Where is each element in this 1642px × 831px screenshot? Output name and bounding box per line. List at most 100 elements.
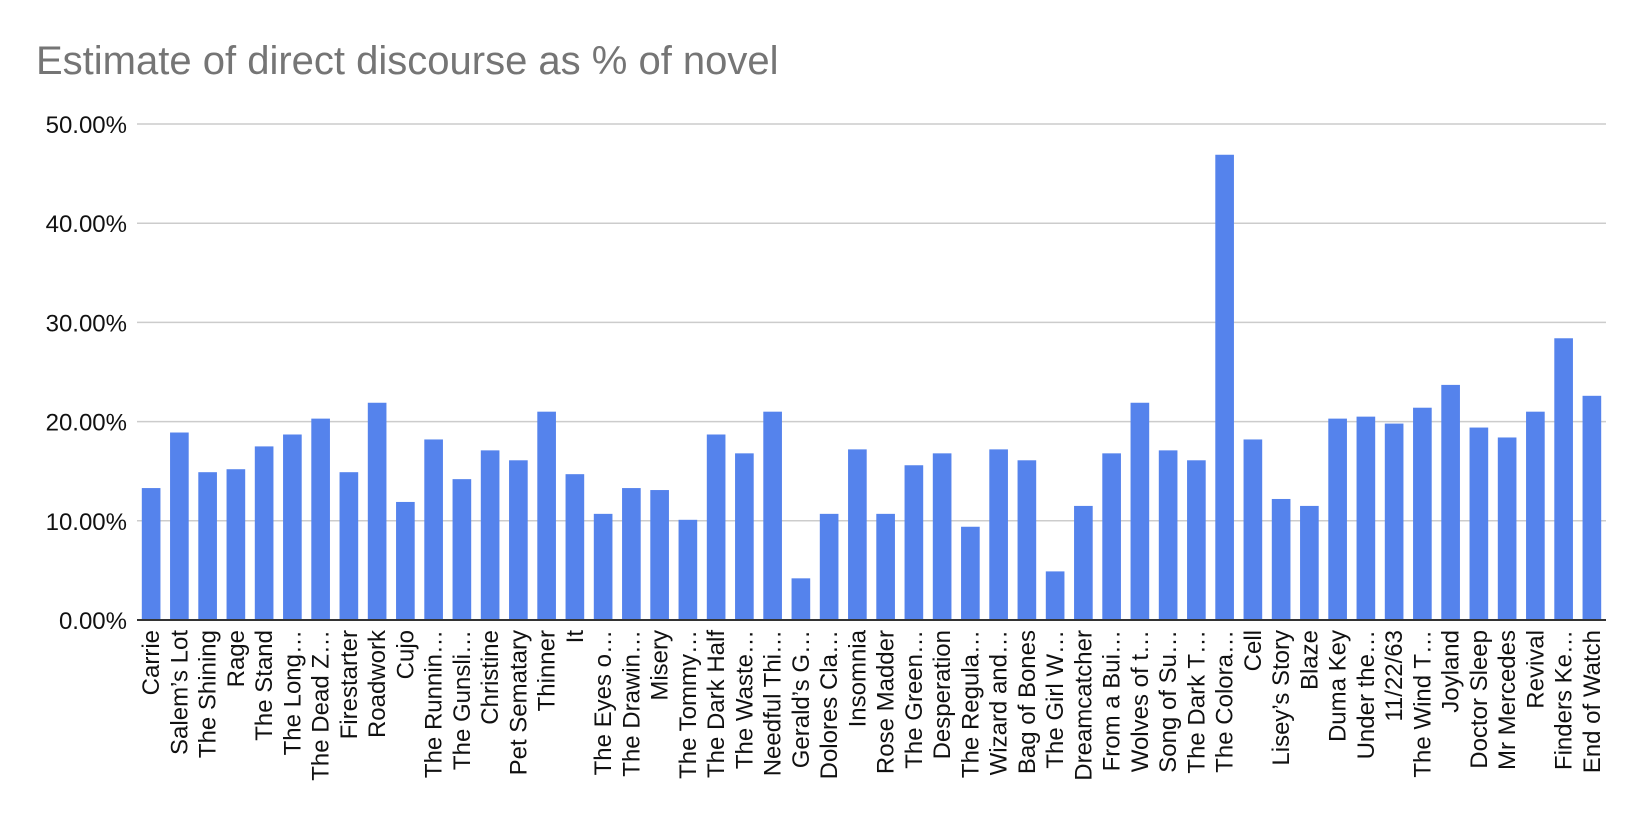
x-tick-label: The Eyes o… xyxy=(590,630,617,775)
bar xyxy=(1554,338,1573,620)
bar xyxy=(819,513,839,620)
x-tick-label: From a Bui… xyxy=(1099,630,1126,771)
bar xyxy=(650,490,669,620)
x-tick-label: Thinner xyxy=(534,630,561,711)
bar xyxy=(480,450,500,620)
bar xyxy=(989,449,1008,620)
bar xyxy=(1300,505,1319,620)
x-tick-label: Under the… xyxy=(1353,630,1380,759)
bar xyxy=(1526,411,1545,620)
bar xyxy=(706,434,726,620)
x-tick-label: Mr Mercedes xyxy=(1494,630,1521,770)
chart-title: Estimate of direct discourse as % of nov… xyxy=(36,39,779,83)
x-axis-tick-labels: Carrie Salem’s Lot The Shining Rage The Stan… xyxy=(138,629,1606,781)
bar xyxy=(367,402,387,620)
bar xyxy=(1215,154,1234,620)
bar xyxy=(170,432,189,620)
bar xyxy=(537,411,556,620)
bar xyxy=(678,519,698,620)
bar xyxy=(1582,395,1602,620)
x-tick-label: Needful Thi… xyxy=(760,630,787,776)
bar xyxy=(622,488,641,620)
bar xyxy=(198,472,217,620)
bar xyxy=(1187,460,1206,620)
x-tick-label: Salem’s Lot xyxy=(166,630,193,755)
x-tick-label: The Stand xyxy=(251,630,278,741)
x-tick-label: Insomnia xyxy=(844,629,871,727)
bar xyxy=(1384,423,1404,620)
x-tick-label: Cell xyxy=(1240,630,1267,671)
bar xyxy=(763,411,782,620)
bar xyxy=(452,479,472,620)
bar xyxy=(339,472,359,620)
x-tick-label: Desperation xyxy=(929,630,956,759)
x-tick-label: It xyxy=(562,630,589,644)
bar xyxy=(141,488,161,620)
y-tick-label: 10.00% xyxy=(46,509,127,536)
bar xyxy=(1497,437,1517,620)
bar xyxy=(593,513,613,620)
x-tick-label: The Shining xyxy=(195,630,222,758)
bar xyxy=(1413,407,1432,620)
x-tick-label: Gerald’s G… xyxy=(788,630,815,768)
x-tick-label: The Drawin… xyxy=(618,630,645,777)
x-tick-label: Dolores Cla… xyxy=(816,630,843,779)
y-axis-tick-labels: 0.00% 10.00% 20.00% 30.00% 40.00% 50.00% xyxy=(46,112,127,635)
bar xyxy=(735,453,754,620)
x-tick-label: Rage xyxy=(223,630,250,687)
x-tick-label: 11/22/63 xyxy=(1381,630,1408,722)
x-tick-label: The Girl W… xyxy=(1042,630,1069,769)
x-tick-label: Pet Sematary xyxy=(505,630,532,775)
x-tick-label: Duma Key xyxy=(1325,630,1352,742)
x-tick-label: The Dead Z… xyxy=(308,630,335,781)
bar xyxy=(226,469,246,620)
bar xyxy=(509,460,528,620)
x-tick-label: Dreamcatcher xyxy=(1070,630,1097,781)
x-tick-label: Finders Ke… xyxy=(1551,630,1578,770)
x-tick-label: Joyland xyxy=(1438,630,1465,713)
x-tick-label: Cujo xyxy=(392,630,419,679)
x-tick-label: End of Watch xyxy=(1579,630,1606,773)
x-tick-label: The Wind T… xyxy=(1409,630,1436,778)
x-tick-label: Wizard and… xyxy=(986,630,1013,775)
bar xyxy=(904,465,924,620)
x-tick-label: The Regula… xyxy=(957,630,984,778)
bar xyxy=(932,453,952,620)
bar xyxy=(1328,418,1347,620)
bar xyxy=(1271,498,1291,620)
bar xyxy=(1158,450,1178,620)
x-tick-label: Rose Madder xyxy=(873,630,900,774)
x-tick-label: Carrie xyxy=(138,630,165,695)
x-tick-label: Bag of Bones xyxy=(1014,630,1041,774)
x-tick-label: The Dark T… xyxy=(1183,630,1210,774)
bar xyxy=(254,446,274,620)
bar xyxy=(876,513,895,620)
x-tick-label: Blaze xyxy=(1296,630,1323,690)
bar xyxy=(1017,460,1037,620)
bar xyxy=(1243,439,1263,620)
x-tick-label: The Long… xyxy=(279,630,306,755)
x-tick-label: The Waste… xyxy=(731,630,758,769)
x-tick-label: The Runnin… xyxy=(421,630,448,778)
bar xyxy=(424,439,443,620)
x-tick-label: Misery xyxy=(647,630,674,701)
x-tick-label: Song of Su… xyxy=(1155,630,1182,773)
x-tick-label: Roadwork xyxy=(364,629,391,738)
x-tick-label: The Green… xyxy=(901,630,928,769)
bar xyxy=(1356,416,1376,620)
bar xyxy=(311,418,330,620)
bar xyxy=(1045,571,1065,620)
bars xyxy=(141,154,1602,620)
bar xyxy=(1102,453,1121,620)
bar xyxy=(283,434,302,620)
bar xyxy=(848,449,867,620)
y-tick-label: 50.00% xyxy=(46,112,127,139)
bar xyxy=(1130,402,1150,620)
x-tick-label: The Tommy… xyxy=(675,630,702,779)
x-tick-label: The Dark Half xyxy=(703,630,730,778)
bar xyxy=(1441,384,1460,620)
x-tick-label: Doctor Sleep xyxy=(1466,630,1493,769)
bar xyxy=(1469,427,1489,620)
